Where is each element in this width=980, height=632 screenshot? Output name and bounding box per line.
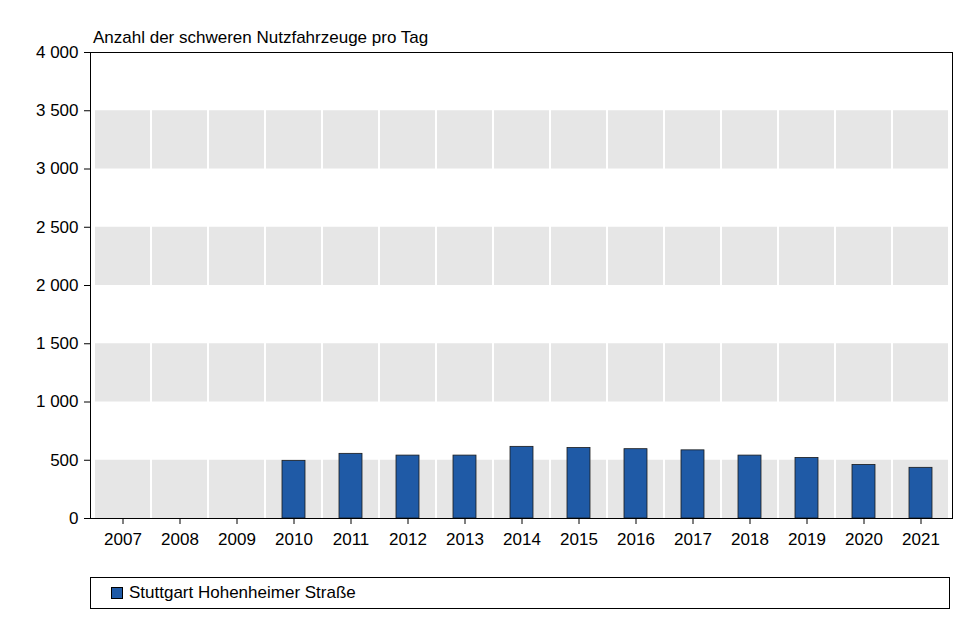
svg-text:2010: 2010 (275, 530, 313, 549)
svg-text:2008: 2008 (161, 530, 199, 549)
html-text:Stuttgart Hohenheimer Straße: Stuttgart Hohenheimer Straße (129, 583, 356, 602)
svg-text:0: 0 (69, 509, 78, 528)
svg-text:2009: 2009 (218, 530, 256, 549)
svg-text:500: 500 (50, 451, 78, 470)
svg-text:1 000: 1 000 (36, 392, 79, 411)
svg-text:4 000: 4 000 (36, 43, 79, 62)
svg-text:2018: 2018 (731, 530, 769, 549)
svg-text:2021: 2021 (902, 530, 940, 549)
svg-text:3 000: 3 000 (36, 159, 79, 178)
svg-text:3 500: 3 500 (36, 101, 79, 120)
svg-text:2 500: 2 500 (36, 218, 79, 237)
svg-text:2014: 2014 (503, 530, 541, 549)
svg-text:2011: 2011 (333, 530, 370, 549)
svg-text:1 500: 1 500 (36, 334, 79, 353)
html-text:Anzahl der schweren Nutzfahrze: Anzahl der schweren Nutzfahrzeuge pro Ta… (93, 28, 429, 47)
svg-text:2012: 2012 (389, 530, 427, 549)
svg-text:2019: 2019 (788, 530, 826, 549)
svg-text:2 000: 2 000 (36, 276, 79, 295)
svg-text:2015: 2015 (560, 530, 598, 549)
svg-text:2007: 2007 (104, 530, 142, 549)
svg-text:2016: 2016 (617, 530, 655, 549)
svg-text:2020: 2020 (845, 530, 883, 549)
svg-text:2017: 2017 (674, 530, 712, 549)
svg-text:2013: 2013 (446, 530, 484, 549)
